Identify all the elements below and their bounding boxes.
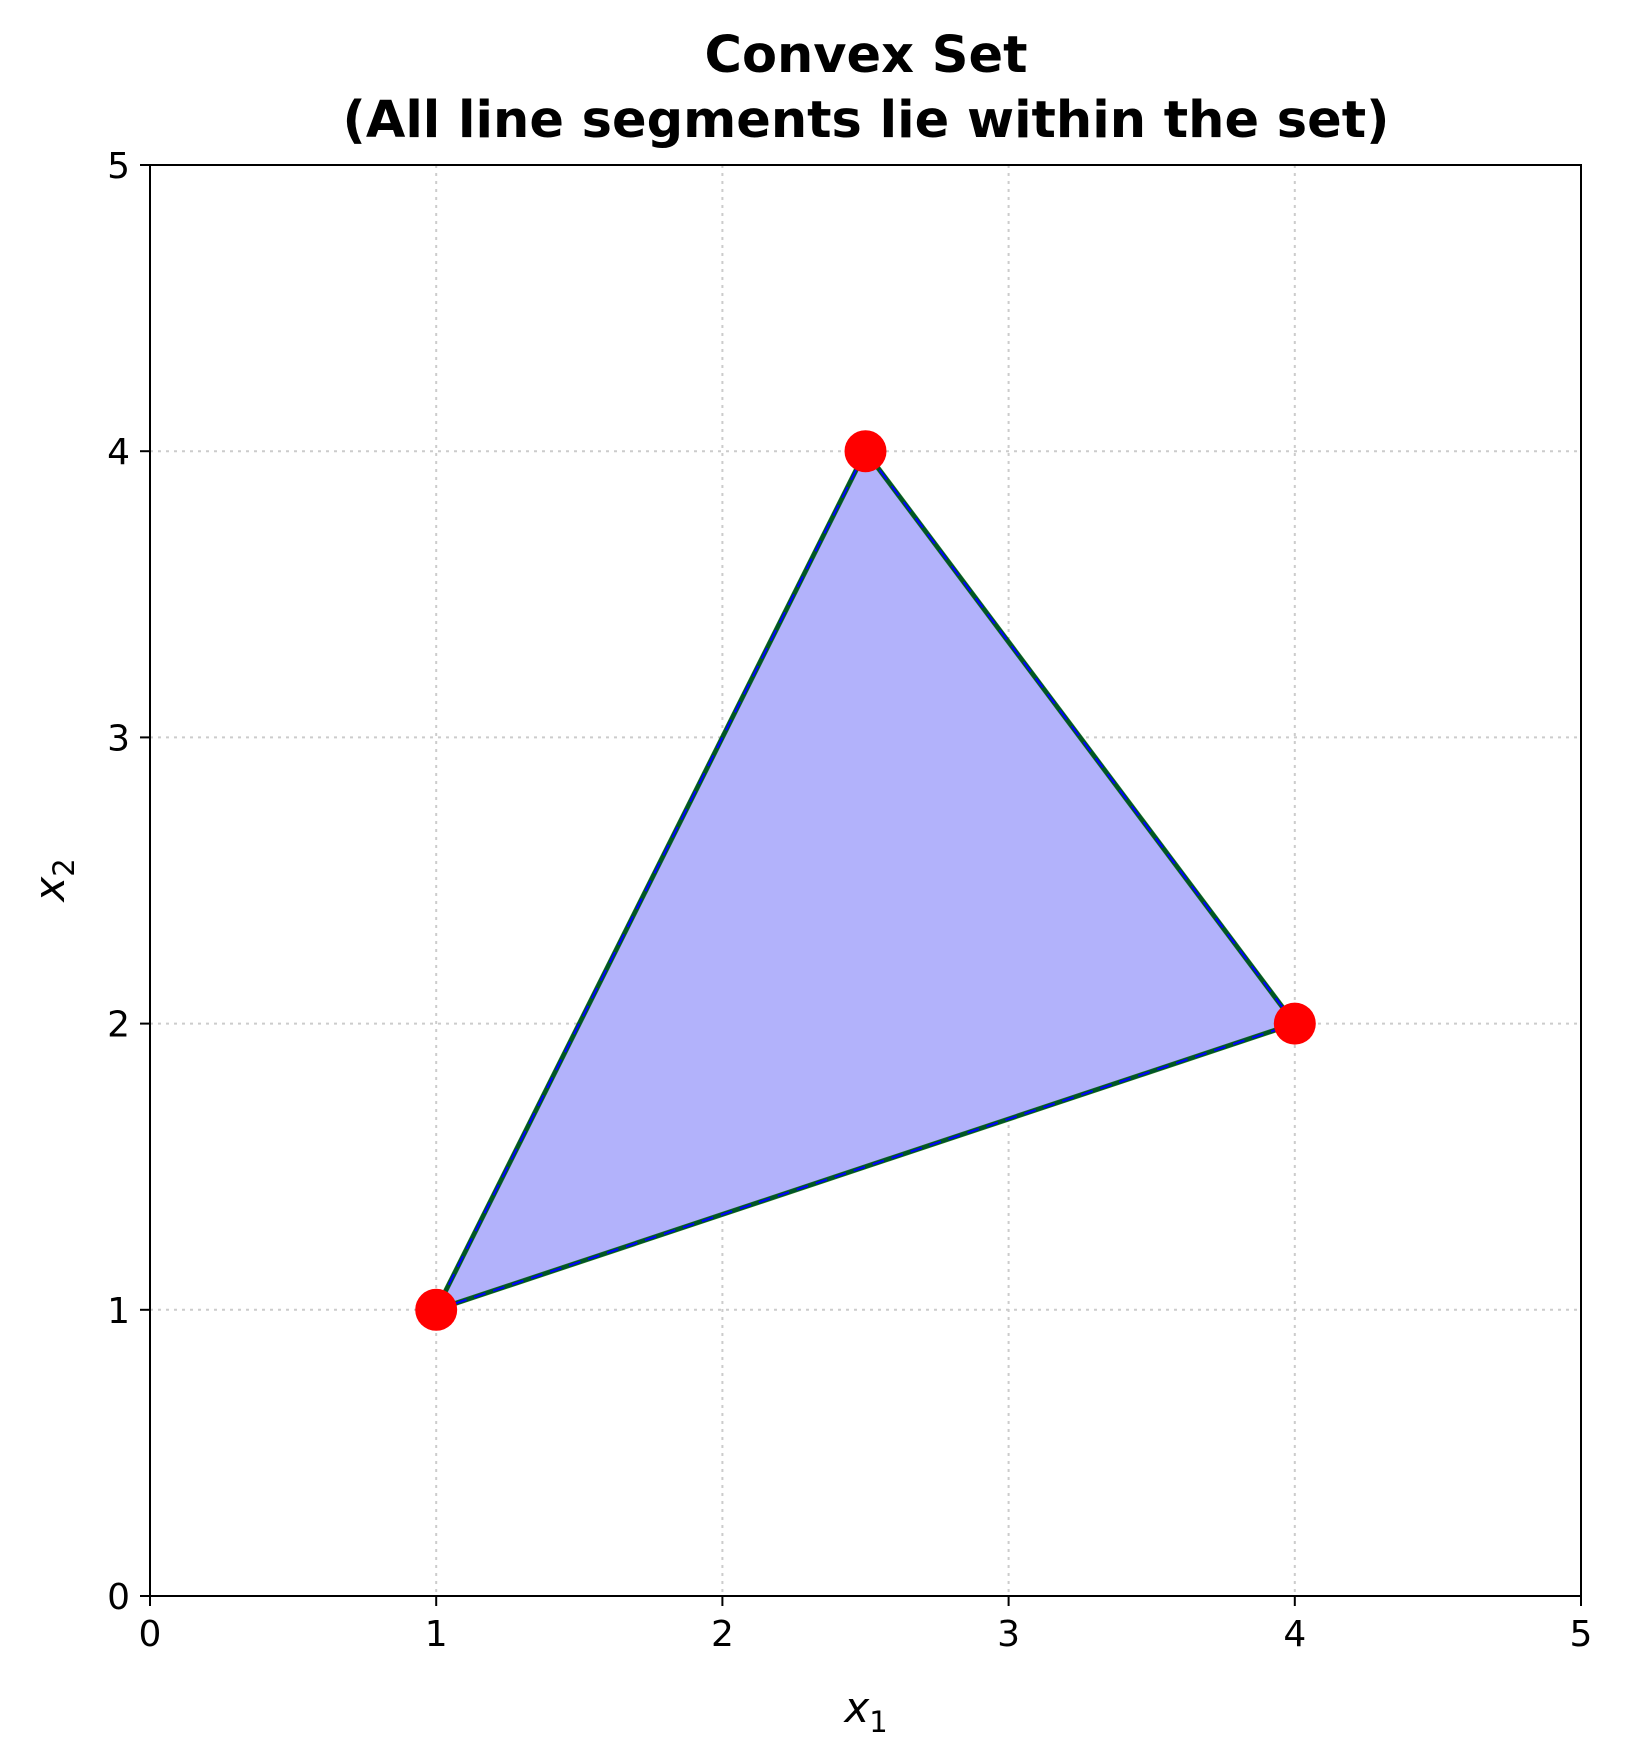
x-tick-label-0: 0 <box>139 1614 162 1655</box>
y-tick-label-5: 5 <box>107 146 130 187</box>
chart-title-line2: (All line segments lie within the set) <box>343 91 1390 150</box>
chart-title-line1: Convex Set <box>705 26 1028 85</box>
y-tick-label-4: 4 <box>107 432 130 473</box>
segment-line-2 <box>433 450 868 1311</box>
y-tick-label-2: 2 <box>107 1005 130 1046</box>
x-axis-label-main: x <box>842 1683 870 1732</box>
y-axis-label-main: x <box>25 876 74 904</box>
x-axis-label: x1 <box>842 1683 887 1739</box>
y-tick-label-3: 3 <box>107 718 130 759</box>
segment-line-1 <box>863 449 1297 1026</box>
vertex-point-0 <box>415 1288 458 1331</box>
y-axis-label: x2 <box>25 858 81 903</box>
vertex-point-2 <box>844 430 887 473</box>
x-tick-label-2: 2 <box>711 1614 734 1655</box>
x-tick-label-5: 5 <box>1570 1614 1593 1655</box>
grid-lines <box>150 165 1581 1596</box>
x-tick-label-1: 1 <box>425 1614 448 1655</box>
convex-region <box>434 449 1297 1312</box>
y-axis-label-subscript: 2 <box>47 858 81 876</box>
convex-polygon <box>434 449 1297 1312</box>
y-tick-label-0: 0 <box>107 1577 130 1618</box>
y-axis-ticks: 0 1 2 3 4 5 <box>107 146 150 1618</box>
x-axis-label-subscript: 1 <box>869 1705 887 1739</box>
vertex-points <box>415 430 1316 1331</box>
x-axis-ticks: 0 1 2 3 4 5 <box>139 1596 1593 1655</box>
vertex-point-1 <box>1273 1002 1316 1045</box>
segment-edge-0 <box>435 1022 1296 1311</box>
plot-frame <box>149 164 1582 1597</box>
x-tick-label-3: 3 <box>997 1614 1020 1655</box>
x-tick-label-4: 4 <box>1283 1614 1306 1655</box>
y-tick-label-1: 1 <box>107 1291 130 1332</box>
